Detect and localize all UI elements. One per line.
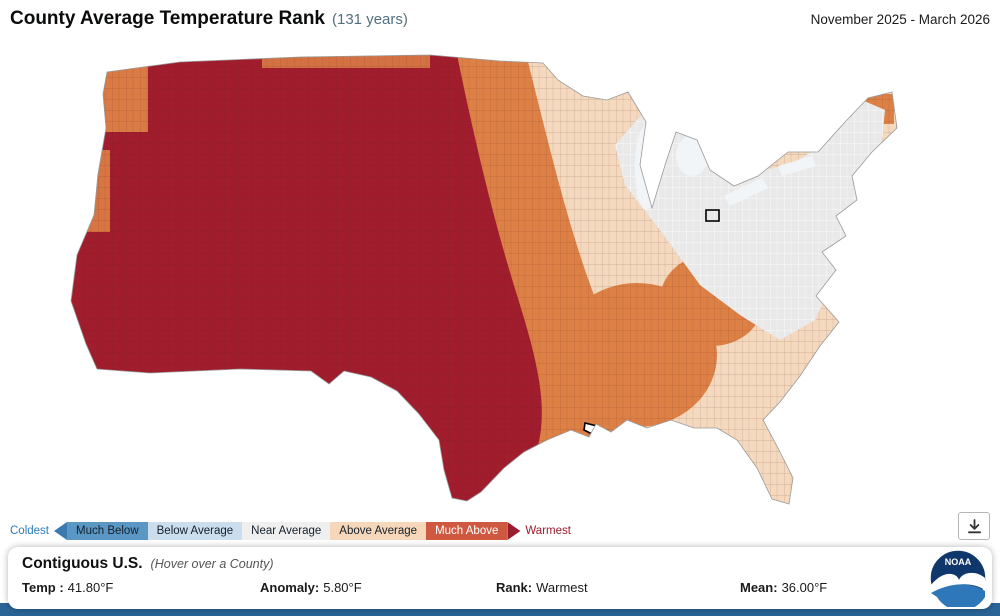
stat-rank: Rank: Warmest — [496, 580, 740, 595]
header: County Average Temperature Rank (131 yea… — [0, 0, 1000, 38]
region-info-card: Contiguous U.S. (Hover over a County) Te… — [8, 547, 992, 609]
lake-erie — [724, 178, 768, 206]
legend-item-above-average: Above Average — [330, 522, 427, 540]
lake-michigan — [635, 126, 657, 210]
page-title: County Average Temperature Rank — [10, 8, 325, 29]
temperature-rank-legend: Coldest Much Below Below Average Near Av… — [10, 521, 571, 541]
stat-mean-value: 36.00°F — [781, 580, 828, 595]
stat-rank-label: Rank: — [496, 580, 533, 595]
legend-item-much-below: Much Below — [67, 522, 148, 540]
legend-warm-arrow-icon — [507, 522, 521, 540]
us-outline — [70, 54, 898, 505]
legend-item-near-average: Near Average — [242, 522, 331, 540]
stat-rank-value: Warmest — [536, 580, 588, 595]
legend-warmest-label: Warmest — [525, 525, 571, 537]
date-range: November 2025 - March 2026 — [810, 11, 990, 27]
download-button[interactable] — [958, 512, 990, 540]
stat-temp: Temp :41.80°F — [22, 580, 260, 595]
stat-anomaly-label: Anomaly: — [260, 580, 320, 595]
stat-mean: Mean: 36.00°F — [740, 580, 978, 595]
stat-temp-value: 41.80°F — [67, 580, 114, 595]
page-subtitle: (131 years) — [332, 10, 408, 28]
lake-ontario — [778, 156, 816, 176]
lake-huron — [676, 136, 708, 176]
legend-item-below-average: Below Average — [147, 522, 243, 540]
noaa-logo-icon: NOAA — [929, 549, 987, 611]
stat-anomaly-value: 5.80°F — [323, 580, 362, 595]
highlighted-county-northeast[interactable] — [705, 209, 720, 222]
legend-cold-arrow-icon — [54, 522, 67, 540]
noaa-logo: NOAA — [929, 549, 987, 611]
legend-item-much-above: Much Above — [426, 522, 508, 540]
county-temperature-map[interactable] — [0, 34, 1000, 516]
us-county-map-svg[interactable] — [0, 34, 1000, 516]
stat-mean-label: Mean: — [740, 580, 778, 595]
svg-text:NOAA: NOAA — [945, 557, 972, 567]
stat-anomaly: Anomaly: 5.80°F — [260, 580, 496, 595]
stat-temp-label: Temp : — [22, 580, 64, 595]
region-name: Contiguous U.S. — [22, 555, 143, 572]
legend-coldest-label: Coldest — [10, 525, 49, 537]
region-hover-hint: (Hover over a County) — [150, 557, 274, 571]
region-stats-row: Temp :41.80°F Anomaly: 5.80°F Rank: Warmes… — [22, 580, 978, 595]
download-icon — [967, 518, 981, 533]
